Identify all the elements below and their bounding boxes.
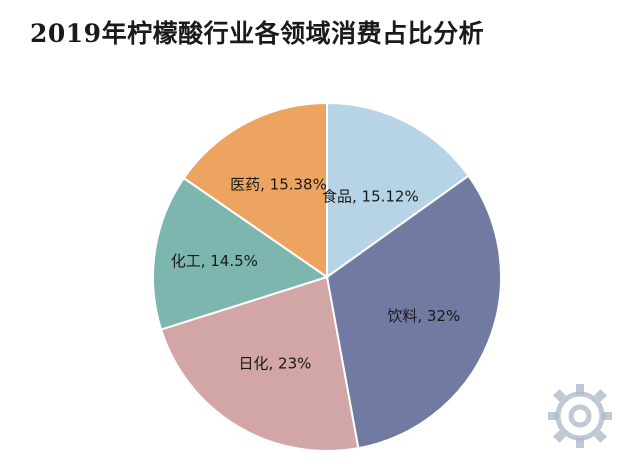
pie-slice-2 [159,275,360,452]
chart-title: 2019年柠檬酸行业各领域消费占比分析 [30,19,485,48]
slice-label-0: 食品, 15.12% [322,188,419,206]
slice-label-3: 化工, 14.5% [171,252,258,270]
pie-slice-3 [152,176,330,331]
slice-label-2: 日化, 23% [239,354,312,372]
slice-label-4: 医药, 15.38% [230,176,327,194]
slice-label-1: 饮料, 32% [387,307,460,325]
gear-watermark-icon [548,384,612,448]
pie-slice-1 [325,174,502,450]
pie-slice-0 [326,101,470,279]
pie-slice-4 [182,101,328,279]
